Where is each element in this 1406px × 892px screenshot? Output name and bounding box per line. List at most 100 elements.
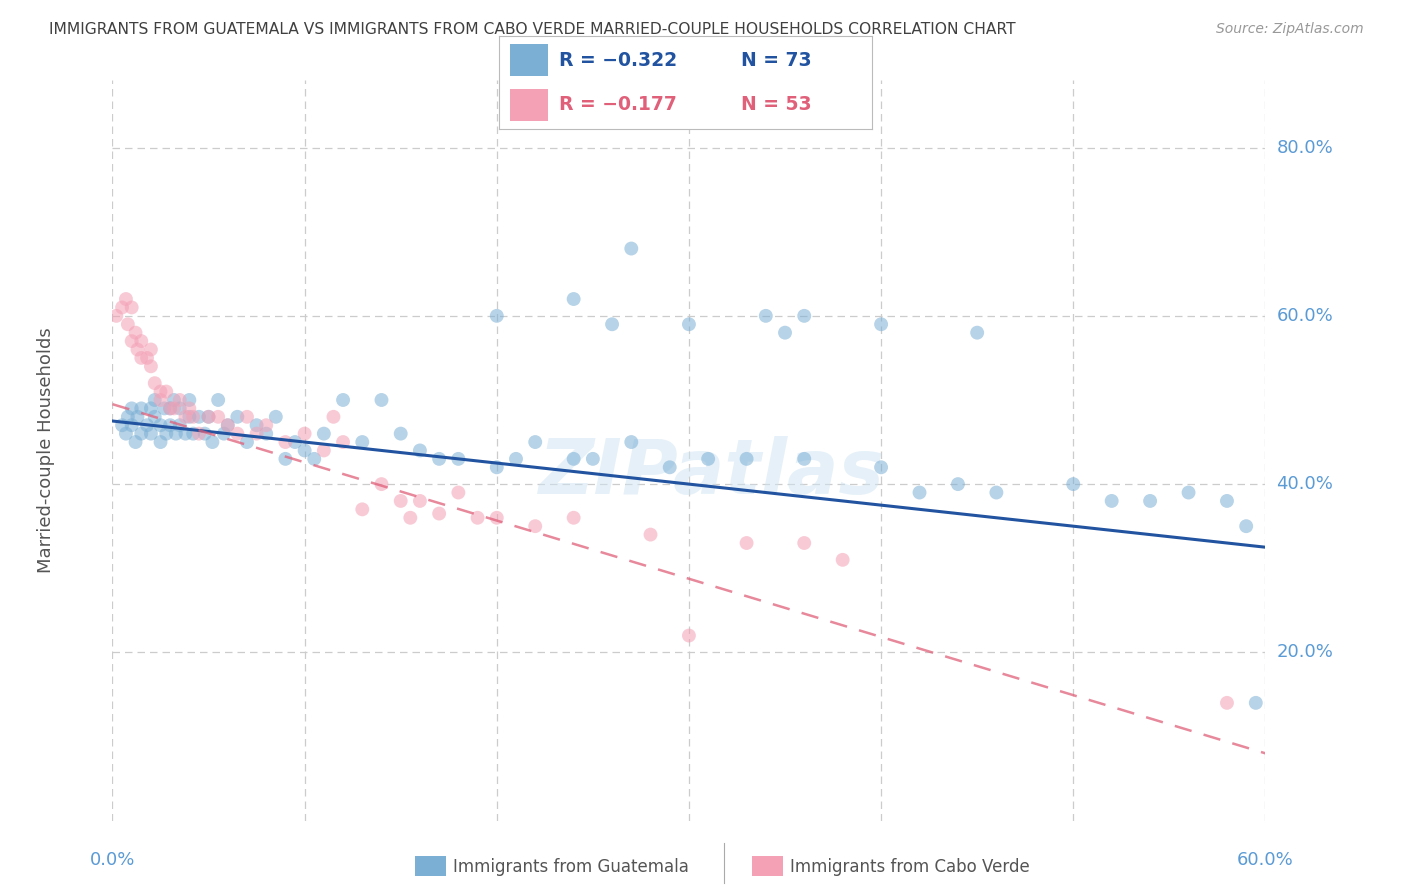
Point <box>755 309 778 323</box>
Point <box>312 443 335 458</box>
Point <box>197 409 219 424</box>
Point <box>212 426 235 441</box>
Point <box>174 409 197 424</box>
Text: 20.0%: 20.0% <box>1277 643 1333 661</box>
Point <box>149 392 172 407</box>
Point <box>399 510 422 524</box>
Point <box>658 460 681 475</box>
Point <box>389 426 412 441</box>
Point <box>155 384 177 399</box>
Point <box>427 507 450 521</box>
Point <box>986 485 1008 500</box>
Point <box>121 334 143 348</box>
Text: Source: ZipAtlas.com: Source: ZipAtlas.com <box>1216 22 1364 37</box>
Point <box>332 392 354 407</box>
Point <box>179 392 201 407</box>
Point <box>524 519 547 533</box>
Point <box>139 343 162 357</box>
Point <box>322 409 344 424</box>
Point <box>678 318 700 332</box>
Point <box>1216 696 1239 710</box>
Point <box>111 418 134 433</box>
Point <box>129 426 153 441</box>
Point <box>1101 494 1123 508</box>
Point <box>485 460 508 475</box>
Point <box>236 409 259 424</box>
Point <box>870 318 893 332</box>
Point <box>149 435 172 450</box>
Bar <box>510 89 547 121</box>
Point <box>194 426 217 441</box>
Point <box>121 418 143 433</box>
Point <box>485 510 508 524</box>
Point <box>136 418 159 433</box>
Point <box>174 426 197 441</box>
Point <box>129 401 153 416</box>
Point <box>467 510 489 524</box>
Point <box>332 435 354 450</box>
Point <box>105 309 128 323</box>
Point <box>217 418 239 433</box>
Text: 40.0%: 40.0% <box>1277 475 1333 493</box>
Point <box>562 510 585 524</box>
Point <box>505 451 527 466</box>
Point <box>294 426 316 441</box>
Point <box>1216 494 1239 508</box>
Point <box>697 451 720 466</box>
Point <box>188 409 211 424</box>
Point <box>678 628 700 642</box>
Point <box>600 318 623 332</box>
Point <box>226 409 249 424</box>
Point <box>181 409 204 424</box>
Point <box>129 351 153 365</box>
Point <box>163 401 186 416</box>
Point <box>207 392 229 407</box>
Point <box>294 443 316 458</box>
Point <box>946 477 969 491</box>
Point <box>155 426 177 441</box>
Point <box>153 401 176 416</box>
Point <box>447 451 470 466</box>
Point <box>226 426 249 441</box>
Point <box>143 409 166 424</box>
Point <box>163 392 186 407</box>
Point <box>188 426 211 441</box>
Point <box>352 502 374 516</box>
Point <box>284 435 307 450</box>
Point <box>304 451 326 466</box>
Text: Immigrants from Cabo Verde: Immigrants from Cabo Verde <box>790 858 1031 876</box>
Point <box>274 435 297 450</box>
Point <box>640 527 662 541</box>
Point <box>793 451 815 466</box>
Point <box>115 426 138 441</box>
Point <box>139 401 162 416</box>
Text: R = −0.177: R = −0.177 <box>558 95 676 114</box>
Point <box>773 326 796 340</box>
Point <box>409 443 432 458</box>
Text: 60.0%: 60.0% <box>1277 307 1333 325</box>
Point <box>370 477 392 491</box>
Point <box>159 401 181 416</box>
Point <box>115 292 138 306</box>
Point <box>620 242 643 256</box>
Text: 80.0%: 80.0% <box>1277 138 1333 157</box>
Point <box>389 494 412 508</box>
Point <box>562 451 585 466</box>
Point <box>127 343 149 357</box>
Point <box>831 553 853 567</box>
Point <box>254 418 277 433</box>
Point <box>169 392 191 407</box>
Point <box>1234 519 1257 533</box>
Point <box>179 401 201 416</box>
Point <box>1244 696 1267 710</box>
Point <box>582 451 605 466</box>
Point <box>485 309 508 323</box>
Point <box>246 426 269 441</box>
Point <box>136 351 159 365</box>
Text: R = −0.322: R = −0.322 <box>558 51 676 70</box>
Point <box>870 460 893 475</box>
Point <box>169 418 191 433</box>
Bar <box>510 44 547 76</box>
Point <box>121 301 143 315</box>
Text: Married-couple Households: Married-couple Households <box>37 327 55 574</box>
